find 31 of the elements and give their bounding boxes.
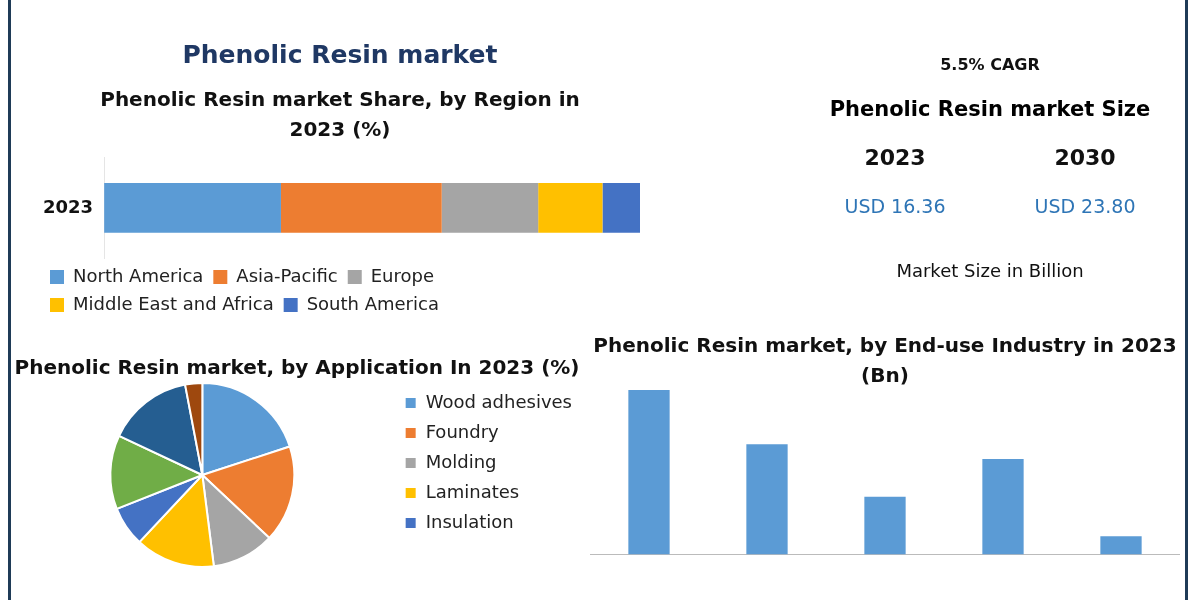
legend-label: Middle East and Africa (73, 292, 274, 314)
legend-label: Molding (425, 450, 497, 472)
bar (864, 496, 906, 555)
legend-label: Foundry (425, 420, 500, 442)
legend-label: Europe (370, 264, 435, 286)
bar (104, 183, 281, 233)
bar (1100, 536, 1142, 555)
legend-label: Wood adhesives (425, 390, 573, 412)
text: 5.5% CAGR (939, 55, 1041, 74)
chart-title: Phenolic Resin market, by Application In 2023 (%) (13, 354, 581, 381)
text: 2030 (1053, 145, 1117, 170)
text: Market Size in Billion (895, 260, 1085, 281)
bar (602, 183, 640, 233)
legend-label: Laminates (425, 480, 520, 502)
text: 2023 (863, 145, 927, 170)
chart-subtitle: Phenolic Resin market Share, by Region in 2023 (%) (99, 86, 581, 143)
legend-label: North America (73, 264, 204, 286)
bar (628, 390, 670, 555)
chart-title: Phenolic Resin market (181, 40, 499, 70)
chart-title: Phenolic Resin market, by End-use Industry in 2023 (Bn) (592, 332, 1178, 389)
text: USD 16.36 (843, 195, 947, 217)
text: USD 23.80 (1033, 195, 1137, 217)
legend-label: Insulation (425, 510, 514, 532)
bar (538, 183, 603, 233)
bar (982, 459, 1024, 555)
legend-label: Asia-Pacific (236, 264, 338, 286)
bar (746, 444, 788, 555)
bar (280, 183, 442, 233)
legend-label: South America (306, 292, 439, 314)
text: Phenolic Resin market Size (828, 97, 1152, 121)
bar (441, 183, 539, 233)
